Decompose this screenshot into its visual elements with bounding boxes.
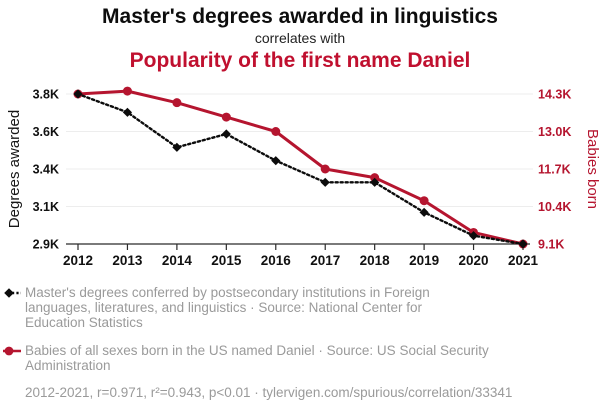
data-point-degrees (73, 89, 83, 99)
data-point-degrees (172, 142, 182, 152)
left-axis-title: Degrees awarded (6, 110, 23, 228)
data-point-degrees (221, 129, 231, 139)
data-point-degrees (370, 177, 380, 187)
data-point-babies (271, 127, 281, 136)
degrees-series-marker-icon (4, 288, 21, 298)
series-line-degrees (76, 92, 525, 246)
data-point-babies (419, 196, 429, 206)
data-point-babies (320, 164, 330, 174)
x-axis-tick-label: 2017 (310, 253, 340, 268)
left-axis-tick-label: 3.1K (33, 200, 59, 214)
x-axis-tick-label: 2016 (261, 253, 292, 268)
data-point-babies (370, 173, 380, 183)
right-axis-tick-label: 13.0K (538, 125, 571, 139)
data-point-babies (172, 98, 182, 108)
left-axis-tick-label: 3.6K (33, 125, 59, 139)
data-point-babies (221, 112, 231, 122)
dual-axis-line-chart: 3.8K 14.3K 3.6K 13.0K 3.4K 11.7K 3.1K 10.4K 2.9K… (6, 86, 600, 268)
x-axis-tick-label: 2021 (508, 253, 539, 268)
correlates-with-label: correlates with (254, 30, 346, 46)
legend-babies-text: Babies of all sexes born in the US named… (25, 343, 489, 373)
chart-subtitle: Popularity of the first name Daniel (129, 49, 471, 72)
x-axis-tick-label: 2012 (63, 253, 93, 268)
right-axis-tick-label: 11.7K (538, 163, 571, 177)
right-axis-tick-label: 14.3K (538, 88, 571, 102)
data-point-degrees (271, 156, 281, 166)
data-point-degrees (419, 207, 429, 217)
series-line-babies (76, 89, 525, 246)
babies-series-marker-icon (3, 346, 21, 356)
legend-degrees-text: Master's degrees conferred by postsecond… (25, 285, 430, 330)
right-axis-title: Babies born (584, 129, 600, 209)
data-point-degrees (122, 107, 133, 117)
left-axis-tick-label: 3.8K (33, 88, 59, 102)
x-axis-tick-label: 2019 (409, 253, 439, 268)
left-axis-tick-label: 2.9K (33, 238, 59, 252)
x-axis-tick-label: 2014 (162, 253, 193, 268)
data-point-degrees (320, 177, 330, 187)
right-axis-tick-label: 9.1K (538, 238, 564, 252)
stats-footer: 2012-2021, r=0.971, r²=0.943, p<0.01 · t… (25, 385, 513, 400)
legend-row-babies: Babies of all sexes born in the US named… (3, 343, 600, 373)
left-axis-tick-label: 3.4K (33, 163, 59, 177)
chart-title: Master's degrees awarded in linguistics (102, 5, 498, 28)
right-axis-tick-label: 10.4K (538, 200, 571, 214)
x-axis-tick-label: 2018 (360, 253, 391, 268)
data-point-degrees (468, 231, 479, 241)
legend-row-degrees: Master's degrees conferred by postsecond… (3, 285, 600, 330)
x-axis-tick-label: 2020 (459, 253, 489, 268)
x-axis-tick-label: 2013 (112, 253, 143, 268)
x-axis-tick-label: 2015 (211, 253, 242, 268)
data-point-babies (122, 86, 132, 96)
data-point-degrees (518, 239, 528, 249)
legend: Master's degrees conferred by postsecond… (0, 285, 600, 400)
